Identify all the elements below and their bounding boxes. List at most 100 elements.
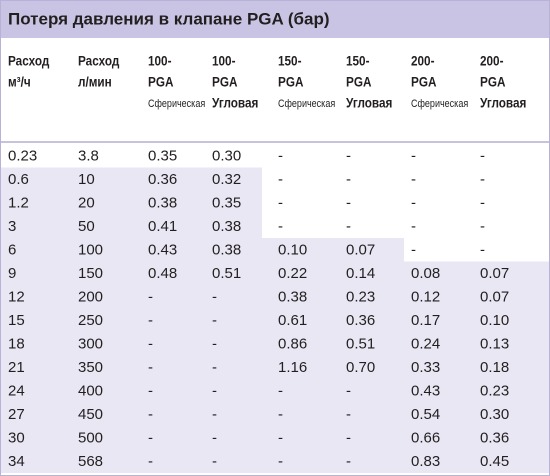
table-cell: 21 — [8, 359, 25, 376]
table-cell: 0.13 — [480, 336, 509, 353]
table-cell: 20 — [78, 195, 95, 212]
table-cell: - — [411, 171, 416, 188]
row-background — [0, 191, 262, 215]
table-cell: 0.17 — [411, 312, 440, 329]
table-cell: 150 — [78, 265, 103, 282]
column-header: 150- — [346, 53, 370, 69]
row-background — [0, 355, 550, 379]
table-cell: 568 — [78, 453, 103, 470]
table-cell: - — [480, 148, 485, 165]
table-cell: - — [148, 430, 153, 447]
table-cell: 0.36 — [480, 430, 509, 447]
row-background — [0, 285, 550, 309]
table-cell: 0.10 — [480, 312, 509, 329]
table-cell: - — [278, 218, 283, 235]
column-header: PGA — [212, 74, 237, 90]
table-cell: - — [148, 289, 153, 306]
table-cell: 0.43 — [148, 242, 177, 259]
table-cell: 250 — [78, 312, 103, 329]
table-cell: - — [278, 406, 283, 423]
table-cell: 450 — [78, 406, 103, 423]
table-cell: 0.24 — [411, 336, 440, 353]
table-cell: 0.45 — [480, 453, 509, 470]
column-header: Сферическая — [411, 97, 468, 110]
row-background — [0, 238, 404, 262]
table-cell: 0.38 — [212, 242, 241, 259]
table-cell: 300 — [78, 336, 103, 353]
column-header: Угловая — [480, 95, 526, 111]
table-cell: 15 — [8, 312, 25, 329]
table-cell: - — [480, 171, 485, 188]
table-cell: - — [480, 195, 485, 212]
table-cell: - — [212, 453, 217, 470]
table-cell: 0.48 — [148, 265, 177, 282]
table-cell: 0.35 — [212, 195, 241, 212]
table-cell: - — [212, 359, 217, 376]
table-cell: 3.8 — [78, 148, 99, 165]
table-cell: 0.41 — [148, 218, 177, 235]
table-cell: 0.66 — [411, 430, 440, 447]
column-header: PGA — [480, 74, 505, 90]
table-cell: 0.35 — [148, 148, 177, 165]
table-cell: 0.18 — [480, 359, 509, 376]
table-cell: - — [278, 383, 283, 400]
row-background — [0, 379, 550, 403]
title-bar — [0, 0, 550, 38]
table-cell: 200 — [78, 289, 103, 306]
row-background — [0, 426, 550, 450]
column-header: Угловая — [346, 95, 392, 111]
table-cell: - — [212, 336, 217, 353]
table-cell: - — [411, 148, 416, 165]
table-cell: - — [346, 453, 351, 470]
table-cell: 0.6 — [8, 171, 29, 188]
table-cell: 50 — [78, 218, 95, 235]
table-cell: 0.43 — [411, 383, 440, 400]
table-cell: 1.16 — [278, 359, 307, 376]
table-cell: - — [148, 406, 153, 423]
column-header: PGA — [148, 74, 173, 90]
row-background — [0, 332, 550, 356]
table-cell: 0.14 — [346, 265, 375, 282]
table-cell: 0.07 — [480, 289, 509, 306]
table-cell: 0.30 — [212, 148, 241, 165]
row-background — [0, 402, 550, 426]
table-cell: 12 — [8, 289, 25, 306]
table-cell: - — [480, 218, 485, 235]
table-cell: 0.38 — [148, 195, 177, 212]
table-cell: 0.22 — [278, 265, 307, 282]
row-background — [0, 214, 262, 238]
column-header: PGA — [411, 74, 436, 90]
table-cell: 0.61 — [278, 312, 307, 329]
table-cell: 0.38 — [212, 218, 241, 235]
table-cell: 0.07 — [480, 265, 509, 282]
table-cell: - — [148, 453, 153, 470]
table-cell: 9 — [8, 265, 16, 282]
table-cell: 0.38 — [278, 289, 307, 306]
column-header: 200- — [480, 53, 504, 69]
column-header: л/мин — [78, 74, 112, 90]
table-cell: - — [411, 242, 416, 259]
table-cell: 0.83 — [411, 453, 440, 470]
table-cell: 24 — [8, 383, 25, 400]
table-cell: 18 — [8, 336, 25, 353]
table-cell: 0.54 — [411, 406, 440, 423]
table-cell: 0.12 — [411, 289, 440, 306]
table-cell: - — [346, 383, 351, 400]
table-cell: - — [148, 312, 153, 329]
column-header: 150- — [278, 53, 302, 69]
table-cell: - — [411, 195, 416, 212]
table-cell: - — [148, 383, 153, 400]
table-cell: 0.10 — [278, 242, 307, 259]
table-cell: 30 — [8, 430, 25, 447]
table-cell: 6 — [8, 242, 16, 259]
table-cell: 10 — [78, 171, 95, 188]
table-cell: 0.08 — [411, 265, 440, 282]
table-cell: - — [212, 383, 217, 400]
column-header: Сферическая — [278, 97, 335, 110]
column-header: Расход — [78, 53, 119, 69]
table-cell: - — [346, 430, 351, 447]
table-cell: - — [278, 171, 283, 188]
column-header: 100- — [212, 53, 236, 69]
table-cell: - — [346, 148, 351, 165]
column-header: 200- — [411, 53, 435, 69]
